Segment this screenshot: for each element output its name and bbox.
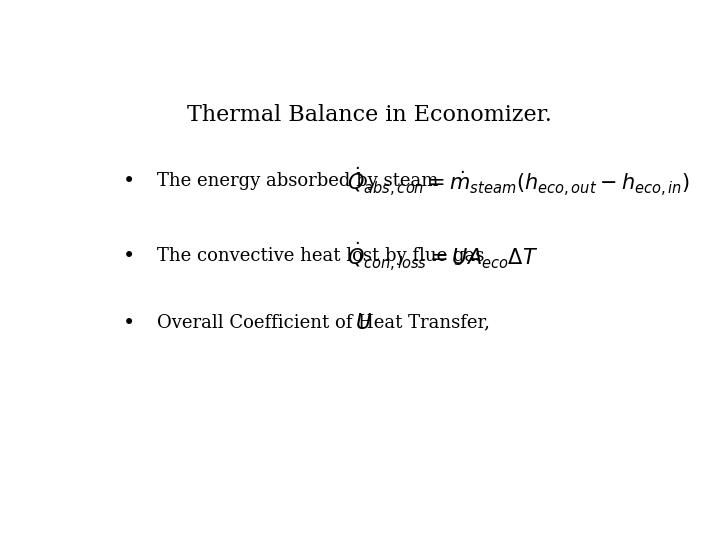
Text: $U$: $U$	[355, 313, 372, 333]
Text: •: •	[123, 171, 135, 191]
Text: •: •	[123, 246, 135, 266]
Text: The convective heat lost by flue gas: The convective heat lost by flue gas	[157, 247, 485, 265]
Text: The energy absorbed by steam: The energy absorbed by steam	[157, 172, 438, 190]
Text: Overall Coefficient of Heat Transfer,: Overall Coefficient of Heat Transfer,	[157, 314, 495, 332]
Text: Thermal Balance in Economizer.: Thermal Balance in Economizer.	[186, 104, 552, 126]
Text: $\dot{Q}_{con,loss} = UA_{eco}\Delta T$: $\dot{Q}_{con,loss} = UA_{eco}\Delta T$	[347, 240, 538, 273]
Text: •: •	[123, 313, 135, 333]
Text: $\dot{Q}_{abs,con} = \dot{m}_{steam}(h_{eco,out} - h_{eco,in})$: $\dot{Q}_{abs,con} = \dot{m}_{steam}(h_{…	[347, 165, 690, 198]
